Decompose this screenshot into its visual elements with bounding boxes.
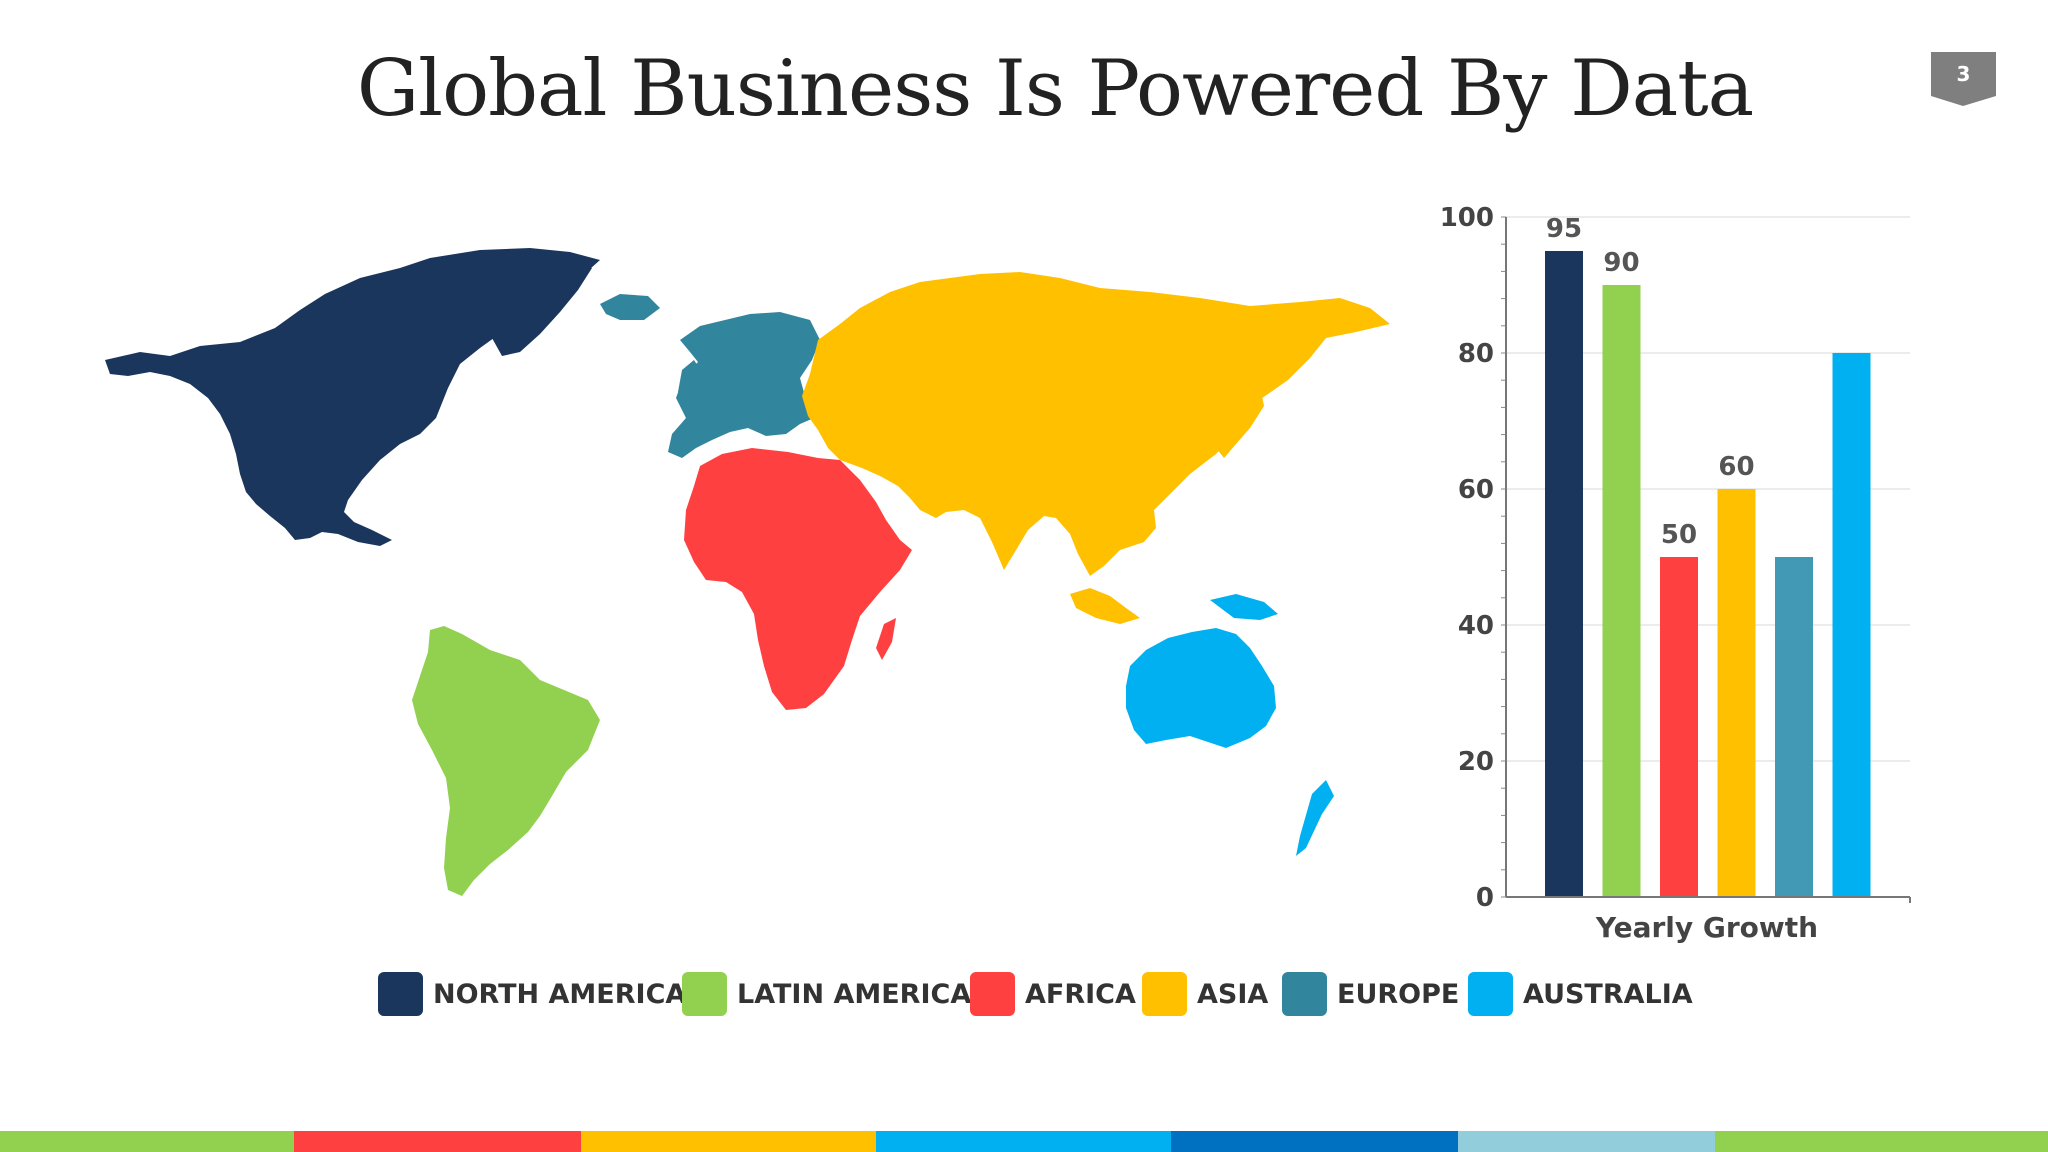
- page-number-badge: 3: [1931, 52, 1996, 106]
- world-map: [105, 248, 1390, 896]
- legend-item-australia: AUSTRALIA: [1468, 972, 1693, 1016]
- legend-swatch: [970, 972, 1015, 1016]
- legend-label: AFRICA: [1025, 978, 1136, 1010]
- chart-bar-north-america: [1545, 251, 1583, 897]
- legend-swatch: [378, 972, 423, 1016]
- chart-bar-africa: [1660, 557, 1698, 897]
- map-region-madagascar: [876, 618, 896, 660]
- legend-label: EUROPE: [1337, 978, 1460, 1010]
- page-badge-shape: [1931, 52, 1996, 106]
- map-region-africa: [684, 448, 912, 710]
- chart-y-tick-label: 100: [1440, 203, 1494, 233]
- map-region-new-zealand: [1296, 780, 1334, 856]
- map-region-uk: [678, 360, 704, 404]
- footer-segment: [294, 1131, 581, 1152]
- legend-swatch: [1282, 972, 1327, 1016]
- map-region-greenland: [460, 254, 592, 356]
- chart-bar-australia: [1832, 353, 1871, 897]
- footer-segment: [876, 1131, 1171, 1152]
- legend-label: AUSTRALIA: [1523, 978, 1693, 1010]
- chart-bars: [1545, 251, 1871, 897]
- chart-bar-latin-america: [1602, 285, 1641, 897]
- map-region-iceland: [600, 294, 660, 320]
- map-region-japan: [1216, 386, 1264, 458]
- chart-data-label: 60: [1718, 452, 1754, 482]
- map-region-latin-america: [412, 626, 600, 896]
- map-region-new-guinea: [1210, 594, 1278, 620]
- map-region-asia: [802, 272, 1390, 576]
- chart-y-tick-label: 40: [1458, 611, 1494, 641]
- chart-y-tick-label: 20: [1458, 747, 1494, 777]
- chart-bar-asia: [1717, 489, 1756, 897]
- footer-segment: [1715, 1131, 2048, 1152]
- footer-segment: [581, 1131, 876, 1152]
- chart-axes: 0 20 40 60 80 100: [1440, 203, 1911, 913]
- legend-item-europe: EUROPE: [1282, 972, 1459, 1016]
- legend-label: ASIA: [1197, 978, 1269, 1010]
- chart-data-label: 95: [1546, 214, 1582, 244]
- legend-swatch: [1468, 972, 1513, 1016]
- legend-item-latin-america: LATIN AMERICA: [682, 972, 971, 1016]
- legend-swatch: [682, 972, 727, 1016]
- map-region-europe: [668, 312, 820, 458]
- legend-item-asia: ASIA: [1142, 972, 1268, 1016]
- map-region-north-america: [105, 248, 600, 546]
- legend-item-north-america: NORTH AMERICA: [378, 972, 686, 1016]
- legend-swatch: [1142, 972, 1187, 1016]
- chart-x-axis-label: Yearly Growth: [1595, 911, 1818, 944]
- chart-y-tick-label: 60: [1458, 475, 1494, 505]
- chart-data-labels: 95 90 50 60: [1546, 214, 1755, 550]
- footer-segment: [1171, 1131, 1458, 1152]
- footer-color-bar: [0, 1131, 2048, 1152]
- bar-chart: 95 90 50 60 0 20 40 60 80 100 Yearly Growth: [1440, 203, 1911, 944]
- legend-label: NORTH AMERICA: [433, 978, 687, 1010]
- footer-segment: [1458, 1131, 1715, 1152]
- map-region-se-asia-islands: [1070, 588, 1140, 624]
- legend-label: LATIN AMERICA: [737, 978, 972, 1010]
- chart-data-label: 90: [1603, 248, 1639, 278]
- chart-data-label: 50: [1661, 520, 1697, 550]
- map-region-australia: [1126, 628, 1276, 748]
- chart-y-tick-label: 80: [1458, 339, 1494, 369]
- page-number: 3: [1956, 62, 1971, 86]
- chart-bar-europe: [1775, 557, 1813, 897]
- chart-y-tick-label: 0: [1476, 883, 1494, 913]
- legend-item-africa: AFRICA: [970, 972, 1136, 1016]
- slide-title: Global Business Is Powered By Data: [356, 44, 1754, 134]
- footer-segment: [0, 1131, 294, 1152]
